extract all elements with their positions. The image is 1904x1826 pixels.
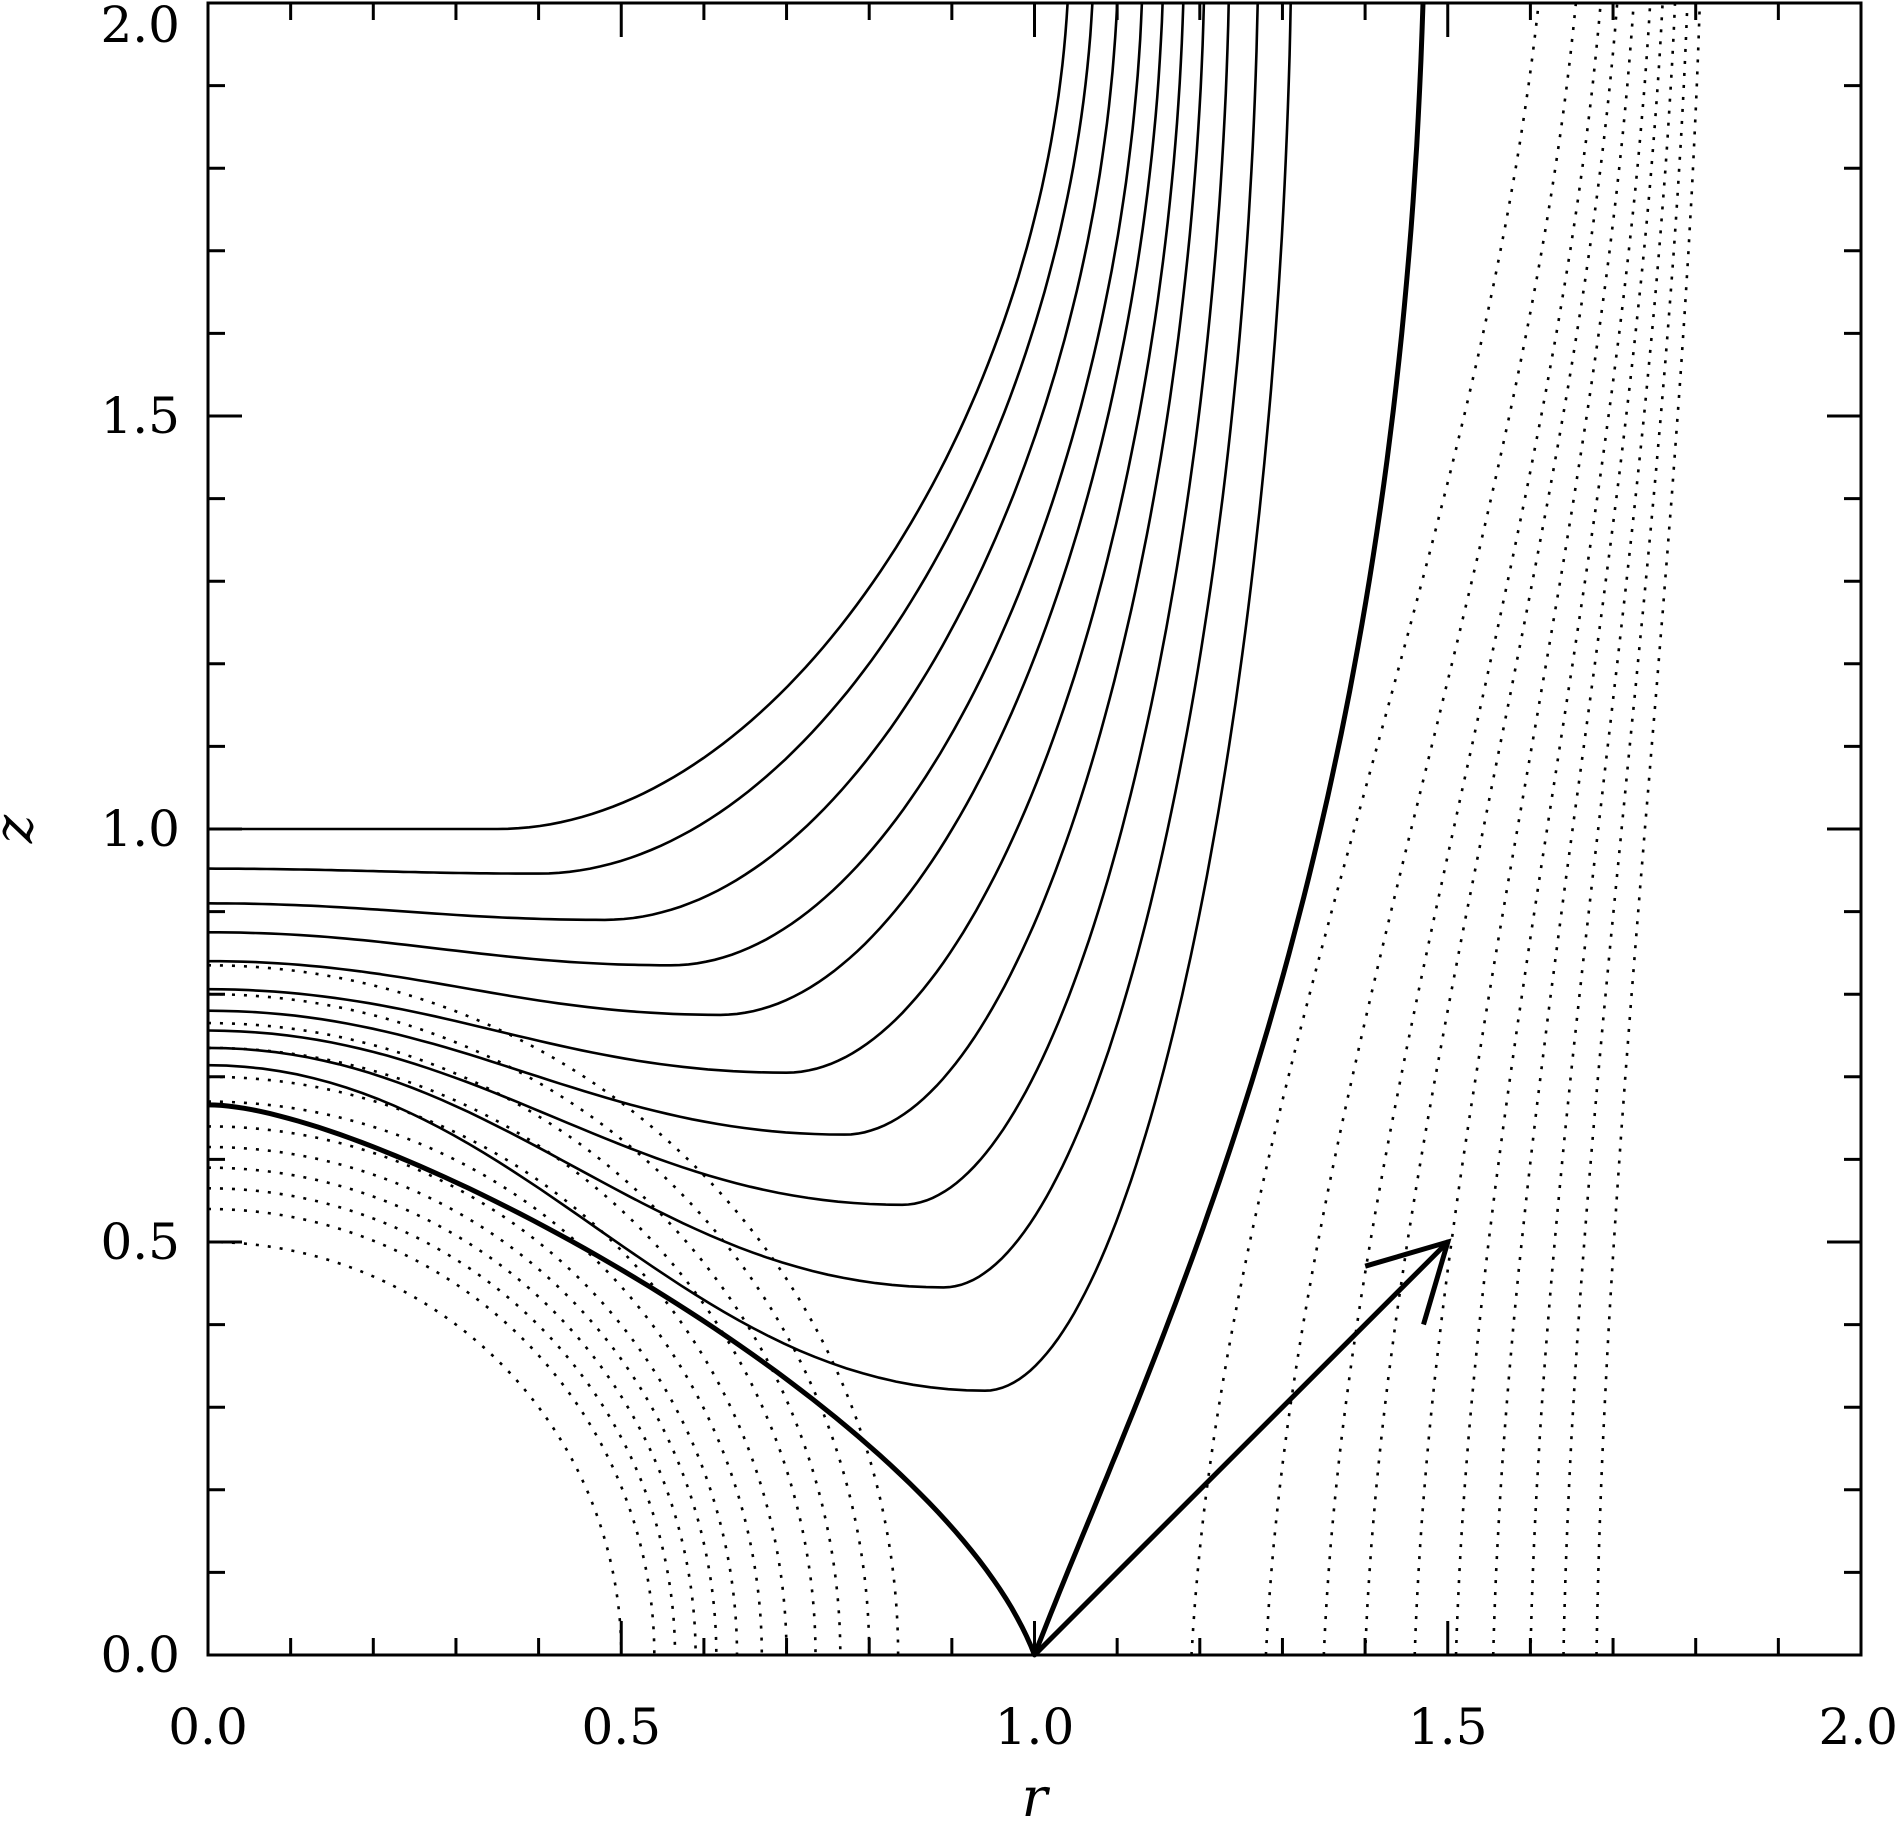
solid-field-line-9 (207, 2, 1259, 1289)
y-tick-label: 1.5 (100, 387, 180, 445)
y-tick-label: 1.0 (100, 800, 180, 858)
arrow-head (1364, 1238, 1452, 1326)
solid-field-line-1 (208, 2, 1069, 831)
y-axis-label: z (0, 814, 45, 844)
x-tick-label: 0.5 (581, 1698, 661, 1756)
dotted-field-lines (207, 2, 1702, 1656)
dotted-inner-arc-8 (207, 1075, 788, 1656)
separatrix-inner-branch (207, 1102, 1037, 1656)
solid-field-line-8 (207, 2, 1230, 1207)
arrow (1032, 1238, 1452, 1658)
dotted-inner-arc-5 (207, 1145, 718, 1656)
dotted-outer-line-3 (1322, 2, 1602, 1656)
dotted-outer-line-5 (1413, 2, 1635, 1656)
x-tick-label: 0.0 (168, 1698, 248, 1756)
y-tick-label: 0.0 (100, 1626, 180, 1684)
dotted-inner-arc-7 (207, 1100, 764, 1656)
x-tick-label: 1.0 (995, 1698, 1075, 1756)
solid-field-lines (207, 2, 1292, 1393)
solid-field-line-7 (207, 2, 1206, 1136)
dotted-outer-line-9 (1562, 2, 1689, 1656)
y-tick-label: 0.5 (100, 1213, 180, 1271)
dotted-inner-arc-4 (207, 1166, 697, 1656)
dotted-inner-arc-9 (207, 1046, 817, 1656)
dotted-outer-line-7 (1491, 2, 1664, 1656)
solid-field-line-4 (208, 2, 1144, 967)
x-axis-label: r (1022, 1766, 1051, 1826)
separatrix-outer-branch (1032, 2, 1426, 1656)
dotted-inner-arc-6 (207, 1125, 739, 1656)
dotted-inner-arc-2 (207, 1207, 656, 1656)
solid-field-line-2 (207, 2, 1094, 875)
tick-labels: 0.0 0.5 1.0 1.5 2.0 0.0 0.5 1.0 1.5 2.0 (100, 0, 1898, 1756)
separatrix (207, 2, 1426, 1656)
dotted-outer-line-10 (1595, 2, 1702, 1656)
y-tick-label: 2.0 (100, 0, 180, 54)
dotted-inner-arc-11 (207, 992, 871, 1656)
solid-field-line-6 (207, 2, 1185, 1075)
solid-field-line-3 (207, 2, 1119, 922)
dotted-outer-line-1 (1190, 2, 1540, 1656)
arrow-shaft (1032, 1239, 1451, 1658)
solid-field-line-5 (208, 2, 1164, 1017)
dotted-outer-line-8 (1529, 2, 1677, 1656)
dotted-outer-line-4 (1363, 2, 1619, 1656)
dotted-inner-arc-12 (207, 964, 900, 1656)
x-tick-label: 1.5 (1408, 1698, 1488, 1756)
x-tick-label: 2.0 (1818, 1698, 1898, 1756)
dotted-inner-arc-3 (207, 1187, 677, 1656)
dotted-inner-arc-10 (207, 1021, 842, 1656)
dotted-inner-arc-1 (207, 1240, 623, 1656)
solid-field-line-10 (207, 2, 1292, 1393)
axis-ticks (206, 1, 1863, 1657)
dotted-outer-line-2 (1264, 2, 1578, 1656)
